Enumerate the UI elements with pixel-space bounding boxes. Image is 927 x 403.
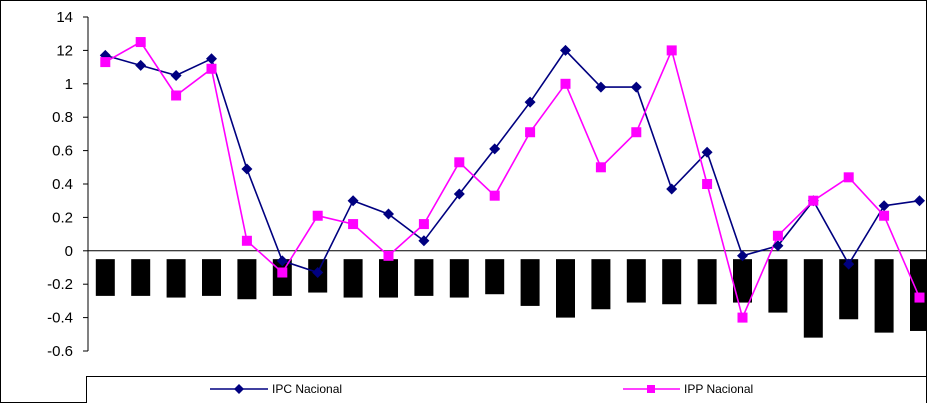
point-ipp [702, 179, 713, 189]
bar [414, 259, 434, 296]
point-ipc [843, 258, 855, 270]
bar [697, 259, 717, 305]
point-ipc [666, 183, 678, 195]
point-ipc [170, 69, 182, 81]
y-tick-label: 0 [65, 243, 73, 260]
bar [166, 259, 186, 298]
point-ipp [772, 230, 783, 241]
point-ipp [843, 172, 854, 183]
y-tick-label: 0.4 [52, 176, 73, 193]
point-ipp [808, 195, 819, 206]
point-ipp [135, 37, 146, 48]
y-tick-label: -0.4 [47, 310, 73, 327]
point-ipc [630, 81, 642, 93]
bar [343, 259, 363, 298]
y-tick-label: 12 [56, 42, 73, 59]
point-ipc [737, 250, 748, 262]
bar [95, 259, 115, 296]
bar [874, 259, 894, 333]
point-ipp [879, 210, 890, 221]
bar [379, 259, 398, 298]
bar [556, 259, 575, 318]
point-ipp [489, 190, 500, 201]
point-ipc [560, 44, 571, 56]
point-ipp [595, 162, 606, 173]
bar [768, 259, 788, 313]
bar [449, 259, 469, 298]
point-ipp [312, 210, 323, 221]
point-ipc [135, 59, 147, 71]
line-series [99, 37, 925, 323]
point-ipp [348, 219, 359, 230]
legend: IPC Nacional IPP Nacional [86, 376, 927, 403]
bar [202, 259, 221, 296]
point-ipc [206, 53, 217, 65]
y-tick-label: -0.6 [47, 343, 73, 360]
legend-label-ipc: IPC Nacional [272, 382, 342, 396]
point-ipp [241, 235, 252, 246]
series-line-ipc [105, 49, 920, 274]
point-ipc [701, 146, 713, 158]
point-ipc [418, 235, 430, 247]
point-ipc [453, 188, 465, 200]
y-tick-label: 0.6 [52, 143, 73, 160]
point-ipc [312, 267, 324, 279]
point-ipc [772, 240, 784, 252]
point-ipp [100, 57, 111, 68]
y-tick-label: 0.8 [52, 109, 73, 126]
bar [131, 259, 151, 296]
point-ipp [914, 292, 925, 303]
bar [803, 259, 823, 338]
bar [839, 259, 859, 320]
point-ipp [418, 219, 429, 230]
point-ipc [489, 143, 501, 155]
point-ipp [277, 267, 288, 278]
y-axis: 14 12 1 0.8 0.6 0.4 0.2 0 -0.2 -0.4 -0.6 [47, 9, 927, 360]
bar [662, 259, 682, 305]
point-ipp [737, 312, 748, 323]
bar [485, 259, 505, 295]
bar [237, 259, 257, 300]
legend-marker-ipp [647, 385, 655, 393]
y-tick-label: 1 [65, 76, 73, 93]
point-ipc [276, 255, 288, 267]
point-ipp [560, 78, 571, 89]
bar [733, 259, 752, 303]
point-ipc [914, 195, 925, 207]
point-ipc [878, 200, 890, 212]
point-ipp [666, 45, 677, 56]
bar [626, 259, 646, 303]
y-tick-label: -0.2 [47, 276, 73, 293]
point-ipc [524, 96, 536, 108]
point-ipp [631, 127, 642, 138]
point-ipp [454, 157, 465, 168]
point-ipp [171, 90, 182, 101]
series-line-ipp [104, 40, 921, 321]
y-tick-label: 0.2 [52, 209, 73, 226]
legend-label-ipp: IPP Nacional [684, 382, 753, 396]
bar [520, 259, 540, 306]
y-tick-label: 14 [56, 9, 73, 26]
bar [591, 259, 611, 310]
point-ipc [595, 81, 607, 93]
point-ipp [383, 250, 394, 261]
point-ipp [206, 63, 217, 74]
point-ipc [347, 195, 359, 207]
legend-marker-ipc [234, 384, 244, 394]
point-ipc [241, 163, 253, 175]
point-ipc [383, 208, 394, 220]
point-ipp [525, 127, 536, 138]
